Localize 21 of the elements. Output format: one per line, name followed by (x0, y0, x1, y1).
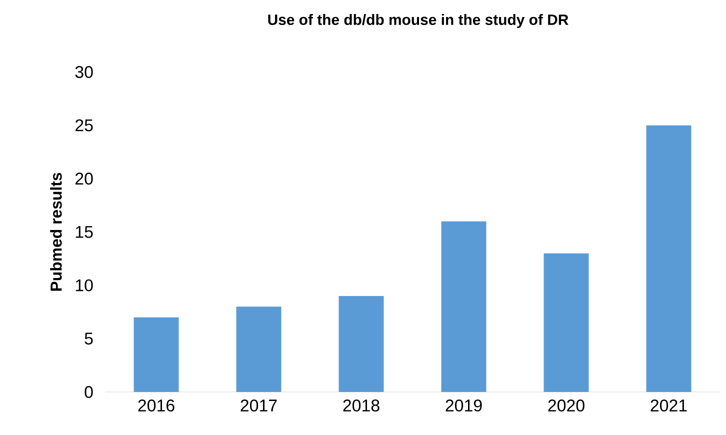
bar (338, 296, 384, 392)
y-tick-label: 0 (84, 386, 93, 398)
y-tick-label: 5 (84, 332, 93, 345)
x-tick-label: 2017 (240, 400, 277, 412)
y-tick-label: 25 (76, 119, 93, 132)
y-axis-title: Pubmed results (50, 172, 62, 291)
bar (441, 221, 486, 392)
chart-title: Use of the db/db mouse in the study of DR (268, 14, 568, 28)
y-tick-label: 10 (76, 279, 93, 292)
y-tick-label: 15 (76, 226, 93, 238)
bar (646, 125, 692, 392)
x-tick-label: 2021 (650, 400, 687, 412)
bar (236, 306, 282, 392)
x-tick-label: 2020 (548, 400, 584, 412)
x-tick-label: 2019 (446, 400, 482, 412)
x-tick-label: 2018 (343, 400, 380, 412)
x-tick-label: 2016 (138, 400, 174, 412)
y-tick-label: 20 (76, 172, 93, 185)
bar (544, 253, 589, 392)
bar (134, 317, 179, 392)
y-tick-label: 30 (75, 66, 93, 78)
